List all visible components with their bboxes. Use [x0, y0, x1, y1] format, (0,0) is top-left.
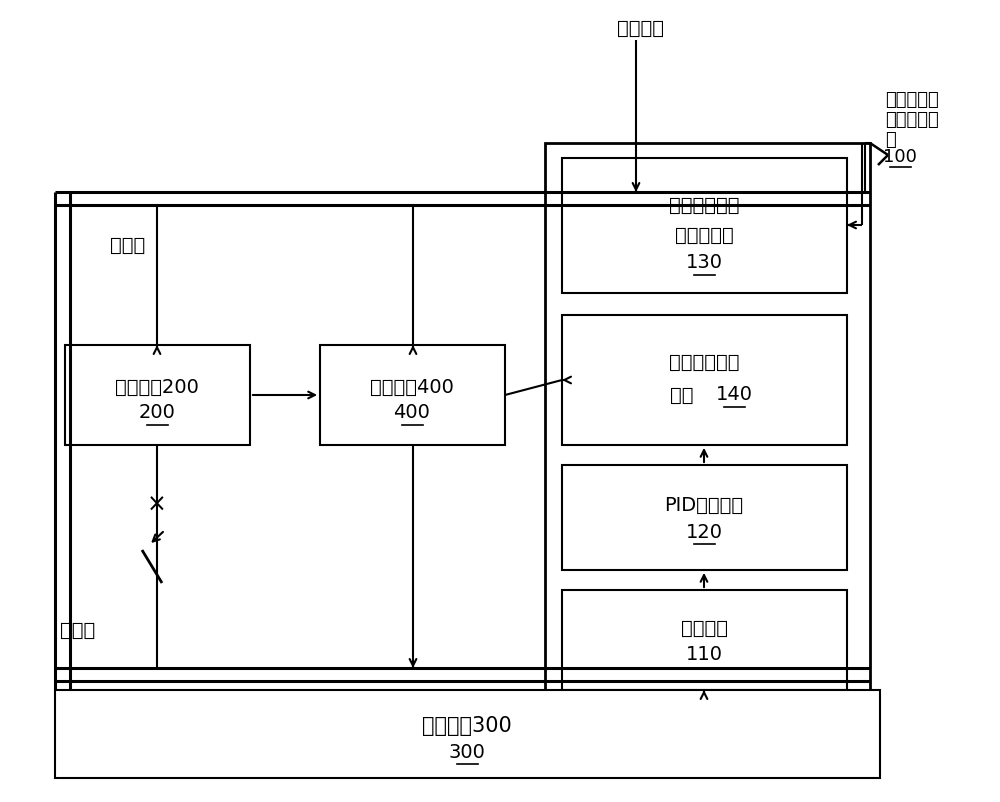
- Text: 电网侧: 电网侧: [110, 236, 145, 254]
- Text: 140: 140: [716, 386, 753, 404]
- Bar: [562, 465, 847, 570]
- Text: 岸电系统电: 岸电系统电: [885, 91, 939, 109]
- Bar: [55, 690, 880, 778]
- Text: 岸电系统200: 岸电系统200: [115, 378, 199, 396]
- Text: 岸电系统电信: 岸电系统电信: [669, 196, 739, 214]
- Text: 120: 120: [686, 522, 722, 541]
- Text: 船舶侧: 船舶侧: [60, 621, 95, 639]
- Bar: [320, 345, 505, 445]
- Text: 电源进线: 电源进线: [618, 18, 664, 38]
- Text: 船电系统300: 船电系统300: [422, 716, 512, 736]
- Text: 同期装置控制: 同期装置控制: [669, 353, 739, 371]
- Text: 400: 400: [394, 403, 430, 423]
- Bar: [562, 158, 847, 293]
- Text: 号设置模块: 号设置模块: [675, 225, 733, 245]
- Bar: [562, 590, 847, 690]
- Text: 110: 110: [686, 646, 722, 665]
- Text: 130: 130: [686, 253, 722, 273]
- Text: 采样模块: 采样模块: [680, 618, 728, 638]
- Text: 信号设置装: 信号设置装: [885, 111, 939, 129]
- Text: PID跟踪模块: PID跟踪模块: [664, 496, 744, 515]
- Text: 模块: 模块: [670, 386, 694, 404]
- Text: 300: 300: [449, 743, 485, 762]
- Text: 置: 置: [885, 131, 896, 149]
- Text: 100: 100: [883, 148, 917, 166]
- Text: ×: ×: [147, 493, 167, 517]
- Bar: [545, 143, 870, 731]
- Bar: [65, 345, 250, 445]
- Text: 同期装置400: 同期装置400: [370, 378, 454, 396]
- Text: 200: 200: [139, 403, 175, 423]
- Bar: [562, 315, 847, 445]
